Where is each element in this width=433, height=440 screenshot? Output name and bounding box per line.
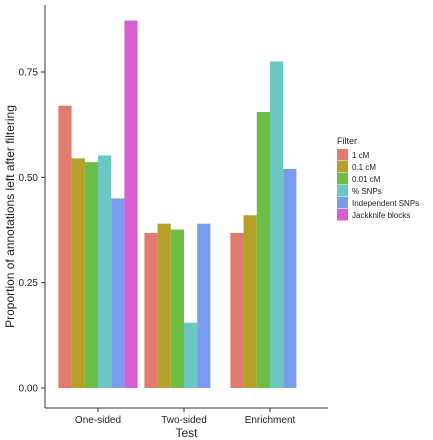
legend-label: 0.1 cM: [352, 163, 376, 172]
y-axis-ticks: 0.00 0.25 0.50 0.75: [19, 68, 45, 395]
x-axis-ticks: One-sided Two-sided Enrichment: [75, 408, 296, 426]
bar-one-sided-0-1-cm: [71, 158, 85, 388]
legend-label: Independent SNPs: [352, 199, 419, 208]
legend: Filter 1 cM 0.1 cM 0.01 cM % SNPs Independen…: [337, 136, 419, 221]
legend-key: [337, 161, 348, 173]
bar-one-sided-independent-snps: [111, 198, 125, 388]
legend-title: Filter: [337, 136, 357, 146]
bar-two-sided-1-cm: [144, 232, 158, 388]
bar-enrichment-independent-snps: [283, 168, 297, 388]
bar-enrichment-0-1-cm: [243, 215, 257, 388]
legend-label: Jackknife blocks: [352, 211, 410, 220]
bar-one-sided-0-01-cm: [84, 162, 98, 388]
bar-enrichment-0-01-cm: [256, 112, 270, 388]
bar-enrichment--snps: [270, 61, 284, 388]
bar-two-sided-independent-snps: [197, 223, 211, 388]
legend-key: [337, 173, 348, 185]
y-tick-label: 0.75: [19, 68, 39, 79]
legend-label: 0.01 cM: [352, 175, 381, 184]
legend-key: [337, 149, 348, 161]
x-tick-label: Enrichment: [245, 415, 296, 426]
bar-one-sided--snps: [98, 155, 112, 388]
bars-layer: [58, 20, 297, 389]
y-axis-title: Proportion of annotations left after fil…: [3, 105, 17, 328]
bar-two-sided--snps: [184, 322, 198, 388]
legend-key: [337, 197, 348, 209]
bar-one-sided-jackknife-blocks: [124, 20, 138, 388]
x-tick-label: Two-sided: [161, 415, 207, 426]
y-tick-label: 0.25: [19, 278, 39, 289]
legend-label: % SNPs: [352, 187, 382, 196]
y-tick-label: 0.00: [19, 384, 39, 395]
legend-key: [337, 209, 348, 221]
bar-enrichment-1-cm: [230, 232, 244, 388]
y-tick-label: 0.50: [19, 173, 39, 184]
bar-two-sided-0-1-cm: [157, 223, 171, 388]
legend-label: 1 cM: [352, 151, 370, 160]
x-tick-label: One-sided: [75, 415, 121, 426]
x-axis-title: Test: [175, 426, 198, 440]
bar-one-sided-1-cm: [58, 105, 72, 389]
legend-key: [337, 185, 348, 197]
bar-two-sided-0-01-cm: [170, 229, 184, 388]
legend-items: 1 cM 0.1 cM 0.01 cM % SNPs Independent SNPs J…: [337, 149, 419, 221]
